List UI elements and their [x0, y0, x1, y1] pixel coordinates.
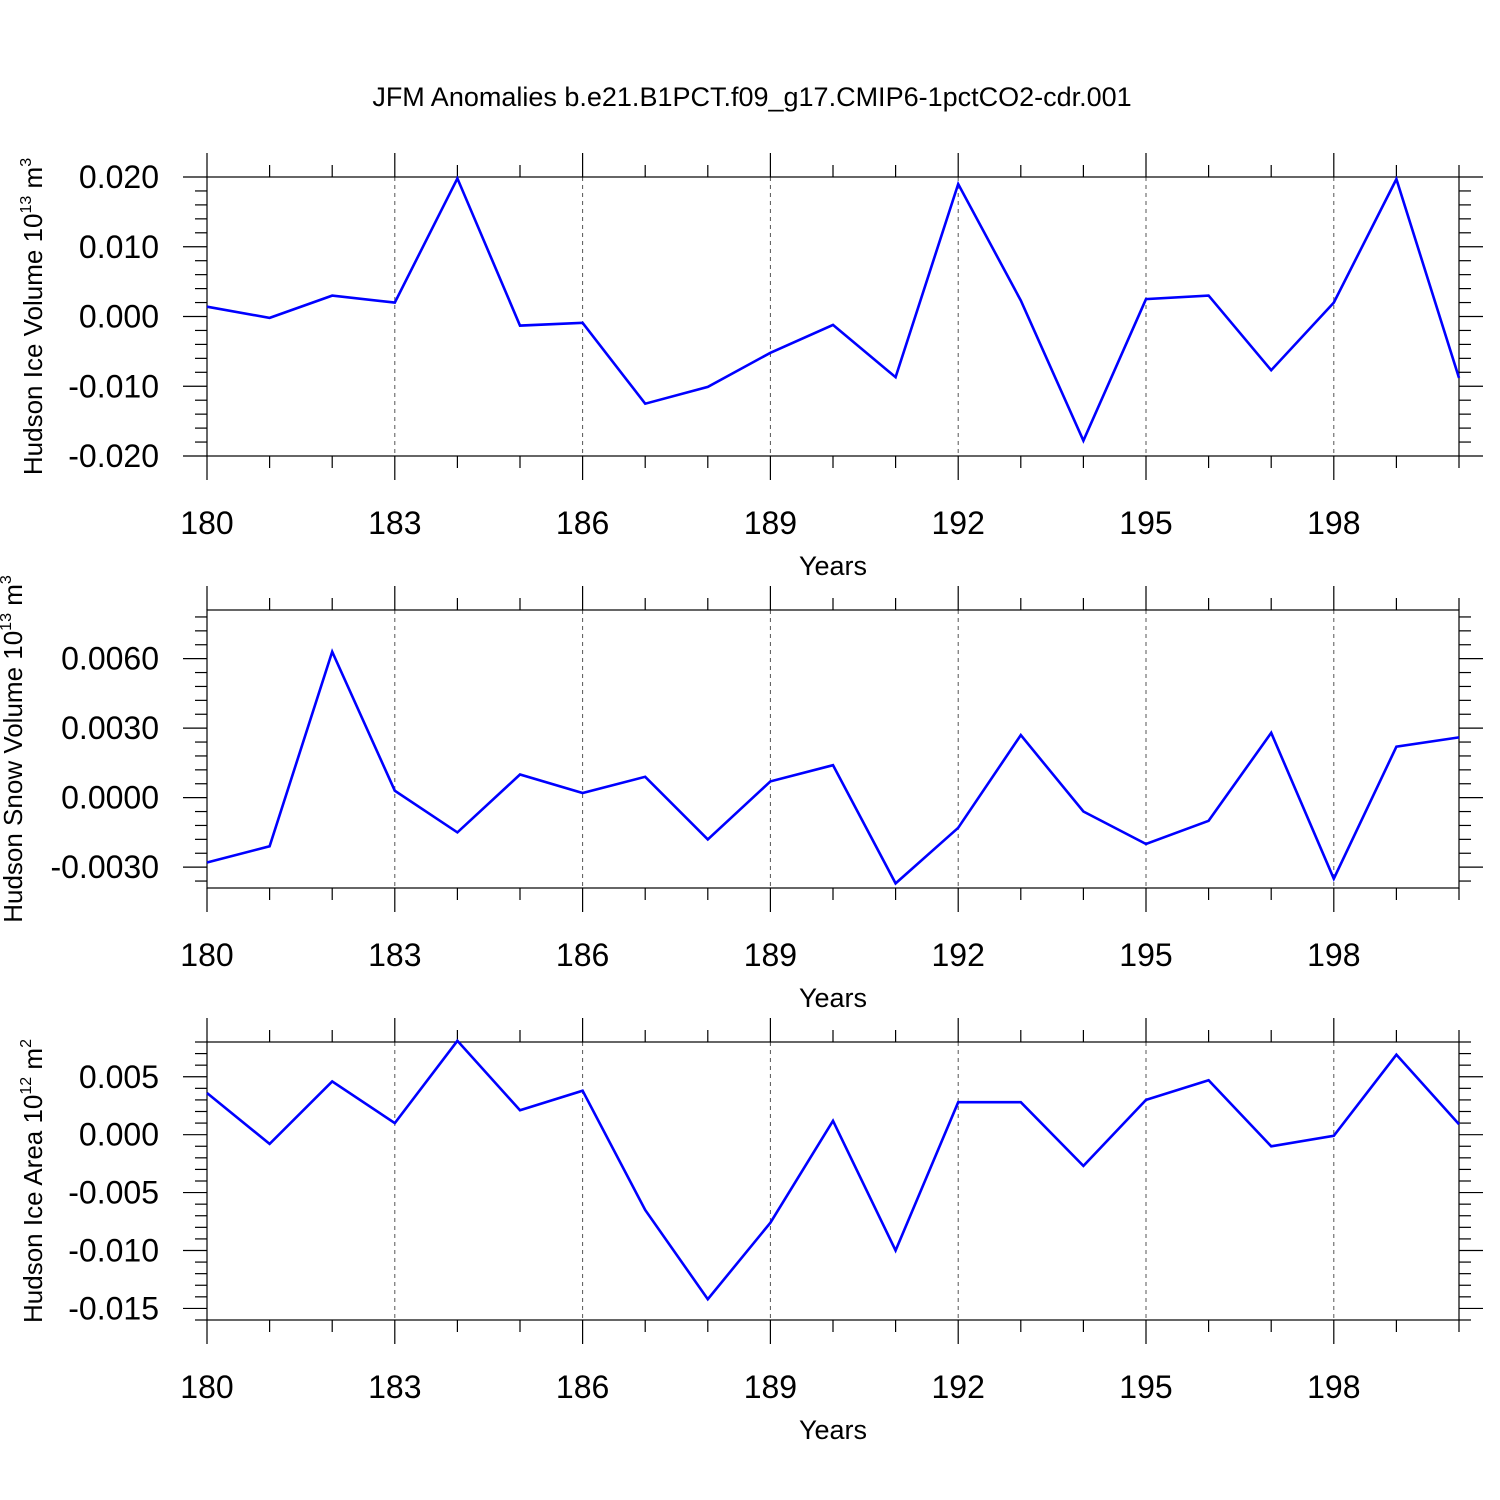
x-axis-title: Years [799, 983, 867, 1013]
x-tick-label: 189 [744, 937, 797, 973]
x-tick-label: 186 [556, 1369, 609, 1405]
panel-1: 180 183 186 189 192 195 198 Years -0.020 -0.010 0.… [18, 153, 1483, 581]
x-axis-title: Years [799, 1415, 867, 1445]
y-axis-title: Hudson Ice Volume 1013 m3 [18, 158, 48, 475]
x-tick-label: 186 [556, 937, 609, 973]
x-tick-label: 198 [1307, 1369, 1360, 1405]
x-tick-label: 195 [1119, 937, 1172, 973]
x-tick-label: 198 [1307, 937, 1360, 973]
x-tick-label: 192 [932, 1369, 985, 1405]
y-tick-label: 0.000 [79, 299, 159, 335]
y-tick-label: 0.000 [79, 1117, 159, 1153]
y-axis-title-exponent: 2 [18, 1039, 35, 1048]
x-tick-label: 198 [1307, 505, 1360, 541]
y-axis-title-exponent: 3 [18, 158, 35, 167]
x-tick-label: 180 [180, 1369, 233, 1405]
y-axis-title-exponent: 13 [0, 613, 15, 631]
x-tick-label: 195 [1119, 1369, 1172, 1405]
series-line [206, 1038, 1460, 1302]
y-axis-title-text: m [18, 167, 48, 196]
y-axis-title-exponent: 3 [0, 575, 15, 584]
y-axis-title: Hudson Ice Area 1012 m2 [18, 1039, 48, 1323]
y-axis-title-text: Hudson Ice Volume 10 [18, 213, 48, 475]
x-tick-label: 180 [180, 937, 233, 973]
x-tick-label: 183 [368, 505, 421, 541]
y-tick-label: 0.0060 [61, 641, 159, 677]
y-tick-label: 0.010 [79, 229, 159, 265]
x-tick-label: 186 [556, 505, 609, 541]
y-tick-label: 0.0000 [61, 780, 159, 816]
series-line [206, 175, 1461, 444]
y-tick-label: 0.005 [79, 1059, 159, 1095]
chart-title: JFM Anomalies b.e21.B1PCT.f09_g17.CMIP6-… [372, 82, 1131, 112]
x-tick-label: 195 [1119, 505, 1172, 541]
y-axis-title-text: Hudson Ice Area 10 [18, 1095, 48, 1323]
y-tick-label: -0.020 [68, 438, 159, 474]
y-axis-title-text: m [18, 1048, 48, 1077]
y-tick-label: 0.020 [79, 159, 159, 195]
x-axis-title: Years [799, 551, 867, 581]
y-axis-title-exponent: 12 [18, 1077, 35, 1095]
y-axis-title: Hudson Snow Volume 1013 m3 [0, 575, 28, 923]
y-tick-label: 0.0030 [61, 710, 159, 746]
x-tick-label: 180 [180, 505, 233, 541]
x-tick-label: 192 [932, 937, 985, 973]
x-tick-label: 189 [744, 1369, 797, 1405]
panel-2: 180 183 186 189 192 195 198 Years -0.0030 0.0000 0… [0, 575, 1483, 1013]
y-tick-label: -0.0030 [50, 849, 159, 885]
y-tick-label: -0.010 [68, 1233, 159, 1269]
y-tick-label: -0.005 [68, 1175, 159, 1211]
y-axis-title-text: Hudson Snow Volume 10 [0, 631, 28, 923]
x-tick-label: 183 [368, 1369, 421, 1405]
x-tick-label: 192 [932, 505, 985, 541]
panels: 180 183 186 189 192 195 198 Years -0.020 -0.010 0.… [0, 153, 1483, 1445]
y-tick-label: -0.010 [68, 368, 159, 404]
panel-3: 180 183 186 189 192 195 198 Years -0.015 -0.010 -0… [18, 1018, 1483, 1445]
x-tick-label: 189 [744, 505, 797, 541]
y-axis-title-text: m [0, 584, 28, 613]
y-axis-title-exponent: 13 [18, 196, 35, 214]
y-tick-label: -0.015 [68, 1290, 159, 1326]
x-tick-label: 183 [368, 937, 421, 973]
series-line [206, 648, 1460, 886]
